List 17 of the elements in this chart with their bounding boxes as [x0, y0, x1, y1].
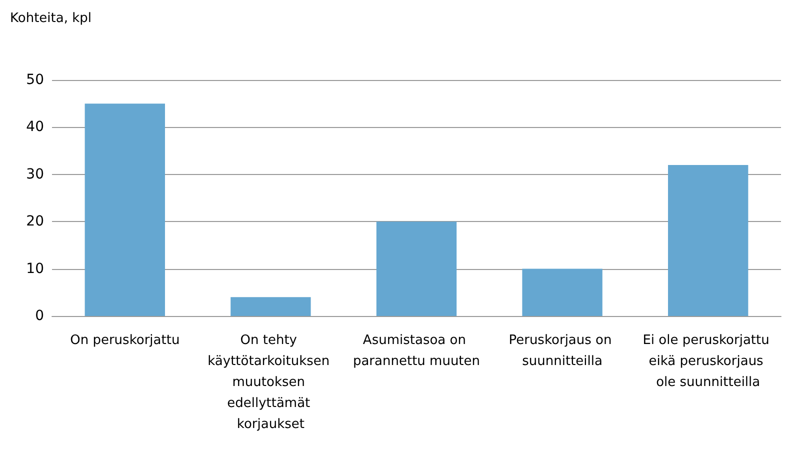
y-tick-label: 20: [26, 214, 44, 230]
y-tick-label: 30: [26, 166, 44, 182]
bar: [668, 164, 748, 316]
x-tick-label: Asumistasoa on parannettu muuten: [352, 333, 480, 369]
bar: [376, 222, 457, 316]
x-tick-label: On tehty käyttötarkoituksen muutoksen edellyttämät korjaukset: [208, 333, 334, 432]
y-tick-label: 50: [26, 72, 44, 88]
y-tick-label: 40: [26, 119, 44, 136]
x-tick-label: On peruskorjattu: [70, 333, 180, 348]
bar: [230, 297, 311, 316]
x-tick-label: Peruskorjaus on suunnitteilla: [508, 333, 616, 369]
y-tick-label: 10: [26, 260, 44, 277]
bar: [522, 268, 602, 316]
y-tick-label: 0: [35, 308, 44, 324]
bar: [84, 104, 165, 316]
y-axis-title: Kohteita, kpl: [10, 11, 92, 26]
x-tick-label: Ei ole peruskorjattu eikä peruskorjaus ole suunnitteilla: [642, 333, 774, 390]
